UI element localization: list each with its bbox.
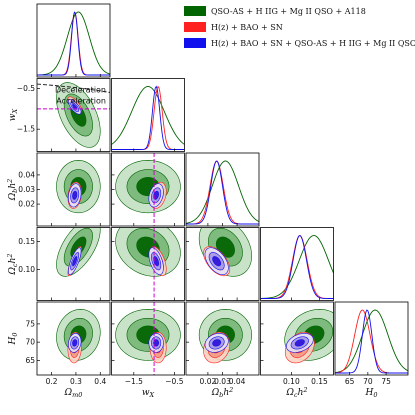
x-tick-label-om: 0.3 [70,377,82,386]
y-tick-label-och2: 0.10 [18,265,35,274]
axis-label-h0: H0 [8,333,19,346]
legend-label-qso-as-h-iig-mg-ii-qso-a118: QSO-AS + H IIG + Mg II QSO + A118 [211,7,366,16]
marginal-wx-qso-as-h-iig-mg-ii-qso-a118 [111,86,185,145]
annotation-acceleration: Acceleration [56,97,106,106]
panel-frame [185,152,260,227]
panel-frame [260,301,334,376]
panel-frame [111,301,185,376]
y-tick-label-h0: 75 [25,319,35,328]
x-tick-label-h0: 75 [381,377,391,386]
axis-label-obh2: Ωbh2 [211,386,234,399]
deceleration-acceleration-boundary [37,83,110,93]
marginal-wx-h-z-bao-sn [111,85,185,150]
panel-obh2-vs-wx [111,152,185,227]
panel-h0-vs-wx: −1.5 −0.5 wX [111,301,185,399]
y-tick-label-wx: −0.5 [17,84,35,93]
legend-label-h-z-bao-sn-qso-as-h-iig-mg-ii-qso-a118: H(z) + BAO + SN + QSO-AS + H IIG + Mg II… [211,39,415,48]
panel-och2-vs-wx [111,227,185,301]
panel-frame [36,301,111,376]
marginal-om-qso-as-h-iig-mg-ii-qso-a118 [37,11,110,76]
panel-frame [111,227,185,301]
panel-wx-vs-om: Deceleration Acceleration −1.5 −0.5 wX [8,78,111,152]
panels-layer: DecelerationAcceleration−1.5−0.5wX0.020.… [6,3,409,399]
y-tick-label-wx: −1.5 [17,125,35,134]
marginal-h0-h-z-bao-sn-qso-as-h-iig-mg-ii-qso-a118 [335,309,408,374]
marginal-om-h-z-bao-sn-qso-as-h-iig-mg-ii-qso-a118 [37,11,110,76]
contour-h0-om-h-z-bao-sn-qso-as-h-iig-mg-ii-qso-a118-3 [72,339,78,347]
contour-och2-obh2-h-z-bao-sn-qso-as-h-iig-mg-ii-qso-a118-3 [212,256,222,267]
marginal-om-h-z-bao-sn [37,11,110,76]
legend-swatch-h-z-bao-sn [184,22,206,32]
x-tick-label-obh2: 0.04 [229,377,246,386]
axis-label-wx: wX [142,388,155,399]
legend-label-h-z-bao-sn: H(z) + BAO + SN [211,23,283,32]
x-tick-label-och2: 0.15 [311,377,328,386]
marginal-och2-h-z-bao-sn-qso-as-h-iig-mg-ii-qso-a118 [260,234,334,299]
marginal-h0-qso-as-h-iig-mg-ii-qso-a118 [335,309,408,373]
marginal-och2-qso-as-h-iig-mg-ii-qso-a118 [260,235,334,299]
y-tick-label-h0: 70 [25,338,35,347]
x-tick-label-om: 0.4 [94,377,106,386]
axis-label-och2: Ωch2 [6,253,19,275]
contour-och2-wx-h-z-bao-sn-qso-as-h-iig-mg-ii-qso-a118-3 [153,256,159,267]
axis-label-obh2: Ωbh2 [6,179,19,202]
axis-label-om: Ωm0 [64,388,83,399]
marginal-obh2-h-z-bao-sn-qso-as-h-iig-mg-ii-qso-a118 [186,160,259,225]
panel-frame [260,227,334,301]
panel-h0-vs-om: 0.2 0.3 0.4 65 70 75 Ωm0 H0 [8,301,111,399]
panel-och2-vs-och2 [260,227,334,301]
y-tick-label-och2: 0.15 [18,237,35,246]
axis-label-wx: wX [8,108,19,121]
x-tick-label-wx: −0.5 [165,377,183,386]
x-tick-label-h0: 65 [345,377,355,386]
contour-och2-om-h-z-bao-sn-qso-as-h-iig-mg-ii-qso-a118-3 [72,256,78,267]
axis-label-och2: Ωch2 [285,386,307,399]
y-tick-label-h0: 65 [25,356,35,365]
panel-frame [36,3,111,78]
panel-och2-vs-om: 0.10 0.15 Ωch2 [6,227,111,301]
x-tick-label-obh2: 0.03 [214,377,231,386]
y-tick-label-obh2: 0.02 [18,200,35,209]
panel-om-vs-om [36,3,111,78]
panel-wx-vs-wx [111,78,185,152]
contour-obh2-wx-h-z-bao-sn-qso-as-h-iig-mg-ii-qso-a118-3 [153,190,159,200]
marginal-obh2-qso-as-h-iig-mg-ii-qso-a118 [186,160,259,224]
x-tick-label-h0: 70 [363,377,373,386]
x-tick-label-om: 0.2 [46,377,58,386]
x-tick-label-obh2: 0.02 [200,377,217,386]
contour-obh2-om-h-z-bao-sn-qso-as-h-iig-mg-ii-qso-a118-3 [72,190,78,200]
legend-swatch-h-z-bao-sn-qso-as-h-iig-mg-ii-qso-a118 [184,38,206,48]
panel-frame [36,227,111,301]
legend-swatch-qso-as-h-iig-mg-ii-qso-a118 [184,6,206,16]
panel-obh2-vs-obh2 [185,152,260,227]
x-tick-label-wx: −1.5 [125,377,143,386]
y-tick-label-obh2: 0.03 [18,185,35,194]
x-tick-label-och2: 0.10 [283,377,300,386]
marginal-wx-h-z-bao-sn-qso-as-h-iig-mg-ii-qso-a118 [111,85,185,150]
panel-och2-vs-obh2 [185,227,260,301]
marginal-h0-h-z-bao-sn [335,309,408,374]
panel-frame [334,301,409,376]
annotation-deceleration: Deceleration [55,86,106,95]
panel-h0-vs-och2: 0.10 0.15 Ωch2 [260,301,334,399]
y-tick-label-obh2: 0.04 [18,170,35,179]
axis-label-h0: H0 [365,388,378,399]
panel-frame [36,78,111,152]
panel-frame [111,78,185,152]
legend: QSO-AS + H IIG + Mg II QSO + A118 H(z) + … [184,6,415,48]
contour-h0-obh2-h-z-bao-sn-qso-as-h-iig-mg-ii-qso-a118-3 [212,339,222,347]
contour-wx-om-h-z-bao-sn-qso-as-h-iig-mg-ii-qso-a118-3 [72,104,78,110]
marginal-obh2-h-z-bao-sn [186,160,259,225]
contour-h0-och2-h-z-bao-sn-qso-as-h-iig-mg-ii-qso-a118-3 [294,339,305,347]
